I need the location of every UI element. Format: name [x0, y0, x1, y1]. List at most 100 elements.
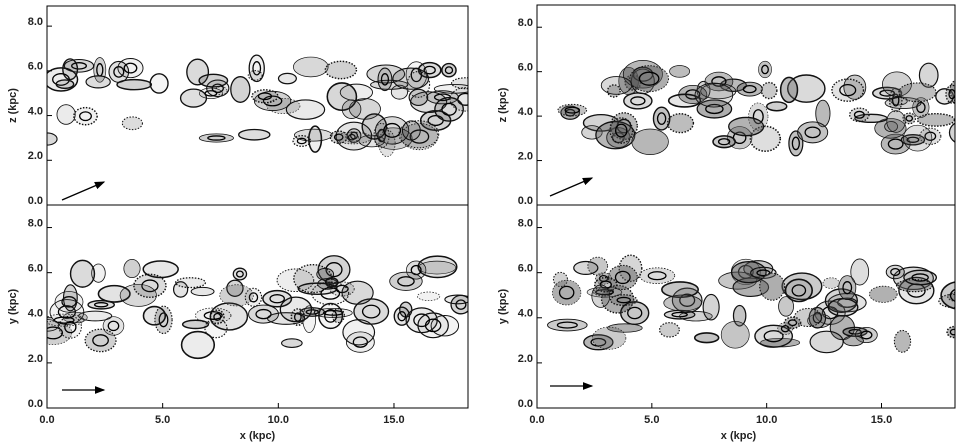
contour-blob — [631, 128, 669, 155]
contour-blob — [329, 130, 348, 144]
contour-inner — [891, 93, 900, 107]
contour-inner — [761, 64, 769, 75]
contour-blob — [149, 73, 169, 94]
contour-blob — [793, 307, 823, 328]
y-axis-label: z (kpc) — [497, 87, 509, 122]
contour-blob — [279, 296, 313, 323]
contour-blob — [248, 54, 265, 83]
contour-inner — [296, 137, 307, 145]
contour-inner — [911, 273, 929, 282]
contour-blob — [292, 135, 312, 147]
contour-inner — [564, 106, 581, 114]
contour-blob — [142, 305, 167, 326]
contour-blob — [903, 269, 938, 286]
contour-inner — [821, 306, 839, 320]
contour-blob — [308, 125, 323, 153]
contour-blob — [85, 75, 111, 89]
contour-inner — [556, 321, 578, 329]
contour-blob — [55, 79, 75, 90]
y-tick-label: 4.0 — [28, 308, 43, 320]
contour-blob — [444, 294, 468, 305]
contour-inner — [948, 89, 955, 100]
contour-inner — [647, 271, 667, 281]
contour-blob — [198, 87, 223, 99]
contour-inner — [305, 309, 319, 315]
contour-inner — [352, 336, 369, 348]
y-tick-label: 8.0 — [28, 217, 43, 229]
contour-blob — [408, 88, 429, 107]
panel-frame — [46, 204, 469, 409]
contour-blob — [940, 281, 955, 310]
contour-blob — [814, 300, 846, 325]
contour-blob — [389, 271, 423, 291]
contour-inner — [860, 330, 873, 340]
contour-blob — [903, 124, 933, 152]
x-tick-label: 5.0 — [155, 414, 170, 426]
contour-blob — [591, 284, 611, 308]
y-tick-label: 0.0 — [28, 195, 43, 207]
contour-blob — [784, 278, 813, 303]
contour-inner — [890, 268, 901, 277]
contour-blob — [345, 331, 375, 353]
contour-blob — [609, 117, 634, 144]
contour-inner — [787, 319, 798, 327]
contour-blob — [732, 304, 747, 327]
contour-inner — [92, 334, 109, 347]
contour-blob — [720, 320, 750, 349]
contour-blob — [219, 284, 254, 307]
contour-blob — [326, 82, 358, 112]
contour-inner — [949, 328, 955, 336]
contour-inner — [949, 288, 955, 302]
contour-blob — [808, 306, 827, 329]
contour-inner — [248, 292, 259, 303]
contour-inner — [64, 320, 77, 334]
contour-inner — [320, 287, 341, 300]
contour-blob — [342, 319, 376, 346]
y-tick-label: 0.0 — [518, 195, 533, 207]
contour-blob — [434, 96, 464, 122]
contour-inner — [262, 95, 283, 107]
contour-blob — [293, 56, 329, 78]
y-tick-label: 6.0 — [518, 263, 533, 275]
contour-blob — [759, 272, 786, 301]
contour-blob — [666, 113, 695, 134]
contour-blob — [375, 116, 410, 145]
contour-blob — [311, 281, 350, 306]
contour-blob — [230, 76, 251, 103]
contour-blob — [123, 259, 141, 279]
contour-blob — [629, 65, 669, 93]
y-tick-label: 4.0 — [28, 105, 43, 117]
contour-blob — [652, 106, 671, 131]
contour-blob — [433, 84, 468, 94]
contour-inner — [444, 66, 454, 75]
contour-inner — [679, 293, 696, 307]
contour-blob — [142, 260, 179, 279]
x-tick-label: 0.0 — [529, 414, 544, 426]
contour-blob — [884, 121, 898, 133]
y-axis-label: y (kpc) — [7, 288, 19, 324]
contour-blob — [855, 326, 878, 343]
contour-inner — [235, 270, 244, 278]
contour-blob — [316, 267, 335, 281]
contour-blob — [573, 260, 599, 275]
contour-blob — [815, 99, 831, 128]
contour-inner — [455, 299, 467, 310]
contour-blob — [281, 338, 303, 348]
contour-blob — [779, 76, 799, 104]
x-tick-label: 15.0 — [383, 414, 404, 426]
contour-blob — [658, 322, 680, 338]
contour-inner — [107, 320, 120, 332]
contour-inner — [424, 318, 442, 333]
contour-blob — [377, 67, 393, 92]
contour-blob — [133, 273, 167, 299]
contour-blob — [593, 276, 618, 293]
contour-blob — [54, 291, 84, 313]
contour-inner — [52, 73, 70, 86]
contour-blob — [902, 112, 917, 125]
contour-inner — [207, 135, 226, 141]
contour-blob — [180, 330, 216, 360]
contour-inner — [887, 138, 904, 150]
contour-blob — [758, 60, 772, 79]
image-content — [557, 60, 955, 157]
contour-inner — [93, 302, 109, 308]
